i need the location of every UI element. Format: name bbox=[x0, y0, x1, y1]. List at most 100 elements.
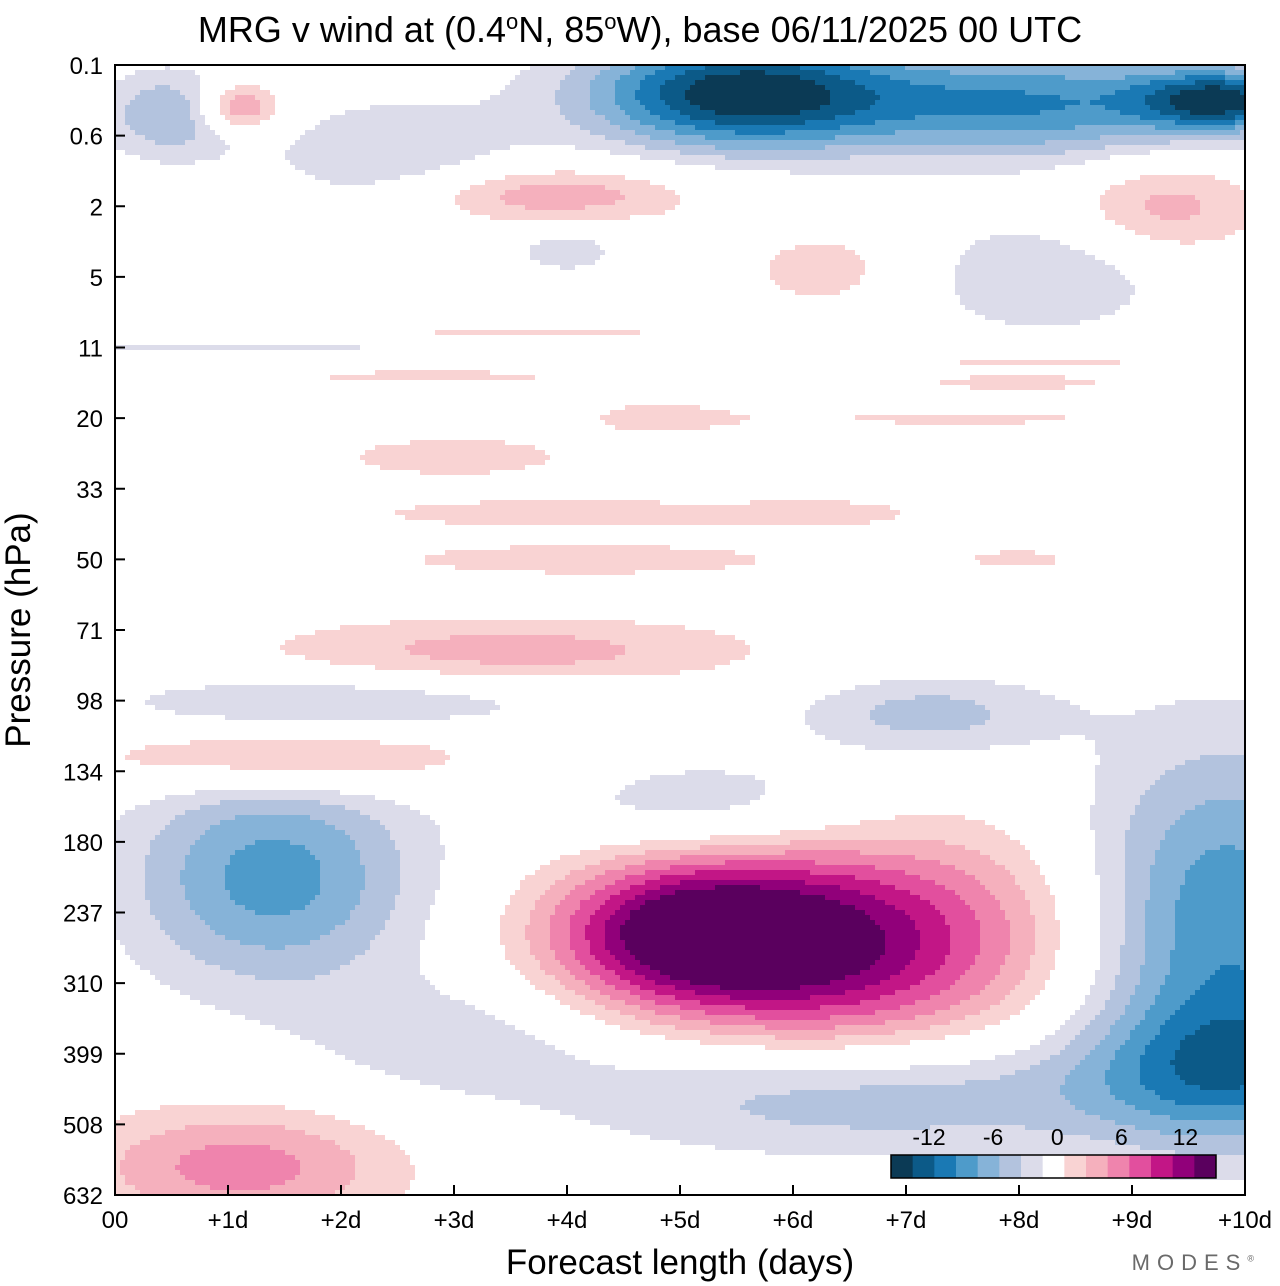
y-tick-label: 20 bbox=[76, 406, 103, 433]
contour-cell bbox=[1180, 240, 1195, 245]
contour-cell bbox=[140, 155, 220, 160]
contour-cell bbox=[985, 885, 1020, 890]
contour-cell bbox=[285, 640, 415, 645]
contour-cell bbox=[145, 860, 185, 865]
contour-cell bbox=[650, 775, 755, 780]
contour-cell bbox=[400, 875, 440, 880]
contour-cell bbox=[365, 950, 420, 955]
contour-cell bbox=[630, 910, 865, 915]
contour-cell bbox=[410, 440, 505, 445]
contour-cell bbox=[1100, 760, 1185, 765]
contour-cell bbox=[375, 935, 425, 940]
contour-cell bbox=[140, 760, 445, 765]
contour-cell bbox=[1170, 1015, 1245, 1020]
contour-cell bbox=[130, 750, 445, 755]
contour-cell bbox=[680, 880, 805, 885]
contour-cell bbox=[660, 875, 855, 880]
contour-cell bbox=[1135, 230, 1235, 235]
contour-cell bbox=[1045, 140, 1170, 145]
contour-cell bbox=[1030, 1065, 1075, 1070]
contour-cell bbox=[635, 130, 675, 135]
contour-cell bbox=[655, 980, 690, 985]
contour-cell bbox=[175, 815, 235, 820]
contour-cell bbox=[670, 105, 700, 110]
contour-cell bbox=[645, 850, 785, 855]
contour-cell bbox=[1220, 85, 1245, 90]
x-tick-label: +1d bbox=[208, 1207, 249, 1234]
contour-cell bbox=[1100, 205, 1145, 210]
contour-cell bbox=[975, 240, 1060, 245]
contour-cell bbox=[830, 980, 880, 985]
contour-cell bbox=[255, 910, 290, 915]
contour-cell bbox=[560, 105, 590, 110]
contour-cell bbox=[155, 140, 185, 145]
contour-cell bbox=[870, 105, 1065, 110]
contour-cell bbox=[535, 870, 570, 875]
contour-cell bbox=[875, 90, 1025, 95]
contour-cell bbox=[975, 910, 1005, 915]
contour-cell bbox=[1085, 1110, 1150, 1115]
contour-cell bbox=[185, 855, 230, 860]
contour-cell bbox=[1235, 120, 1245, 125]
contour-cell bbox=[645, 75, 675, 80]
contour-cell bbox=[570, 970, 590, 975]
contour-cell bbox=[115, 135, 145, 140]
contour-cell bbox=[190, 900, 235, 905]
contour-cell bbox=[1135, 710, 1245, 715]
contour-cell bbox=[560, 110, 595, 115]
contour-cell bbox=[190, 100, 200, 105]
contour-cell bbox=[380, 820, 435, 825]
contour-cell bbox=[285, 1150, 350, 1155]
contour-cell bbox=[315, 175, 400, 180]
contour-cell bbox=[160, 920, 205, 925]
contour-cell bbox=[1190, 110, 1225, 115]
contour-cell bbox=[825, 695, 915, 700]
contour-cell bbox=[535, 955, 555, 960]
contour-cell bbox=[230, 860, 320, 865]
contour-cell bbox=[825, 735, 1060, 740]
contour-cell bbox=[285, 155, 475, 160]
contour-cell bbox=[620, 125, 655, 130]
contour-cell bbox=[1095, 845, 1125, 850]
contour-cell bbox=[975, 700, 1070, 705]
contour-cell bbox=[1005, 995, 1035, 1000]
contour-cell bbox=[1125, 880, 1150, 885]
contour-cell bbox=[675, 130, 735, 135]
contour-field bbox=[115, 65, 1245, 1195]
contour-cell bbox=[620, 1010, 655, 1015]
contour-cell bbox=[1065, 150, 1150, 155]
contour-cell bbox=[1095, 860, 1125, 865]
contour-cell bbox=[1145, 100, 1170, 105]
x-tick-label: +10d bbox=[1218, 1207, 1272, 1234]
contour-cell bbox=[1110, 990, 1135, 995]
contour-cell bbox=[1165, 85, 1205, 90]
contour-cell bbox=[1005, 955, 1030, 960]
contour-cell bbox=[1175, 940, 1245, 945]
contour-cell bbox=[115, 90, 140, 95]
contour-cell bbox=[1115, 1120, 1245, 1125]
contour-cell bbox=[1090, 825, 1130, 830]
contour-cell bbox=[1095, 1045, 1120, 1050]
contour-cell bbox=[1140, 175, 1215, 180]
contour-cell bbox=[1160, 1025, 1200, 1030]
contour-cell bbox=[1030, 960, 1055, 965]
contour-cell bbox=[1140, 1020, 1165, 1025]
contour-cell bbox=[580, 850, 645, 855]
contour-cell bbox=[320, 880, 365, 885]
contour-cell bbox=[700, 845, 965, 850]
contour-cell bbox=[340, 965, 420, 970]
contour-cell bbox=[625, 1000, 655, 1005]
contour-cell bbox=[1030, 1045, 1065, 1050]
contour-cell bbox=[615, 90, 635, 95]
contour-cell bbox=[1035, 915, 1055, 920]
contour-cell bbox=[1145, 790, 1245, 795]
contour-cell bbox=[605, 945, 625, 950]
contour-cell bbox=[590, 100, 615, 105]
contour-cell bbox=[815, 700, 885, 705]
contour-cell bbox=[360, 900, 395, 905]
contour-cell bbox=[945, 85, 1130, 90]
contour-cell bbox=[710, 835, 1010, 840]
contour-cell bbox=[695, 990, 845, 995]
contour-cell bbox=[1145, 900, 1175, 905]
contour-cell bbox=[1155, 1035, 1185, 1040]
